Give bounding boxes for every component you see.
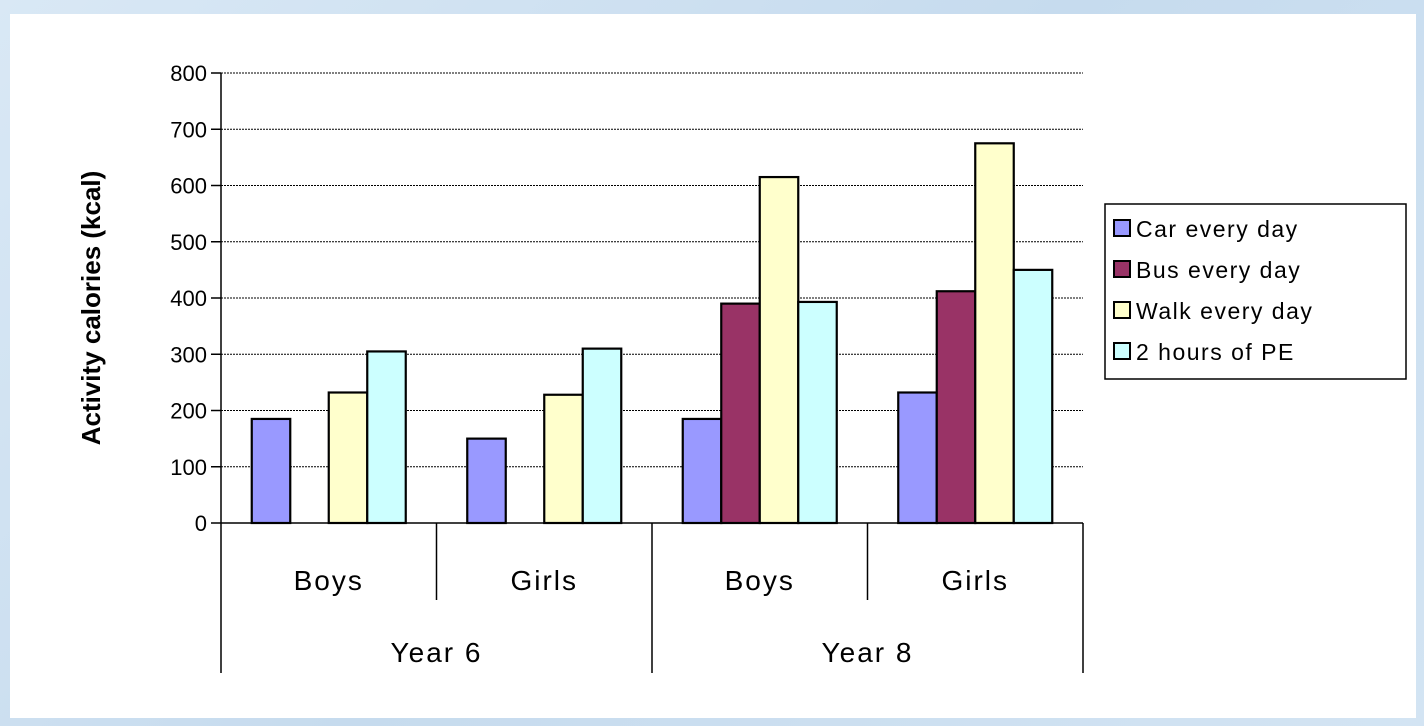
- legend-label: 2 hours of PE: [1136, 339, 1295, 365]
- legend-swatch: [1113, 342, 1131, 360]
- legend-swatch: [1113, 219, 1131, 237]
- bar-car-every-day: [250, 417, 292, 525]
- y-tick-label: 500: [170, 230, 207, 255]
- y-tick-label: 0: [195, 511, 207, 536]
- bar-car-every-day: [897, 391, 938, 525]
- legend-label: Bus every day: [1136, 257, 1301, 283]
- category-label: Boys: [725, 565, 795, 596]
- y-axis-title: Activity calories (kcal): [76, 171, 106, 446]
- legend-swatch: [1113, 260, 1131, 278]
- legend-swatch: [1113, 301, 1131, 319]
- bar-walk-every-day: [327, 391, 369, 525]
- bar-2-hours-of-pe: [797, 300, 838, 525]
- legend-box: [1104, 203, 1407, 380]
- category-label: Boys: [294, 565, 364, 596]
- chart-panel: 0 100 200 300 400 500 600 700 800 Activity calori…: [10, 14, 1416, 718]
- bar-bus-every-day: [720, 302, 761, 525]
- bar-2-hours-of-pe: [581, 347, 623, 525]
- y-tick-label: 100: [170, 455, 207, 480]
- bar-walk-every-day: [543, 393, 584, 525]
- group-label: Year 6: [391, 637, 483, 668]
- bar-chart: 0 100 200 300 400 500 600 700 800 Activity calori…: [76, 61, 1407, 673]
- y-tick-label: 400: [170, 286, 207, 311]
- y-tick-label: 800: [170, 61, 207, 86]
- y-tick-label: 600: [170, 174, 207, 199]
- category-label: Girls: [510, 565, 578, 596]
- y-tick-label: 700: [170, 117, 207, 142]
- bar-walk-every-day: [974, 142, 1015, 525]
- bar-2-hours-of-pe: [1012, 268, 1054, 525]
- legend-label: Car every day: [1136, 216, 1299, 242]
- bar-bus-every-day: [935, 290, 977, 525]
- bar-car-every-day: [681, 417, 723, 525]
- legend-label: Walk every day: [1136, 298, 1313, 324]
- bar-2-hours-of-pe: [366, 350, 407, 525]
- group-label: Year 8: [822, 637, 914, 668]
- bar-car-every-day: [466, 437, 507, 525]
- bar-walk-every-day: [758, 175, 800, 525]
- category-label: Girls: [941, 565, 1009, 596]
- y-tick-label: 300: [170, 342, 207, 367]
- y-tick-label: 200: [170, 399, 207, 424]
